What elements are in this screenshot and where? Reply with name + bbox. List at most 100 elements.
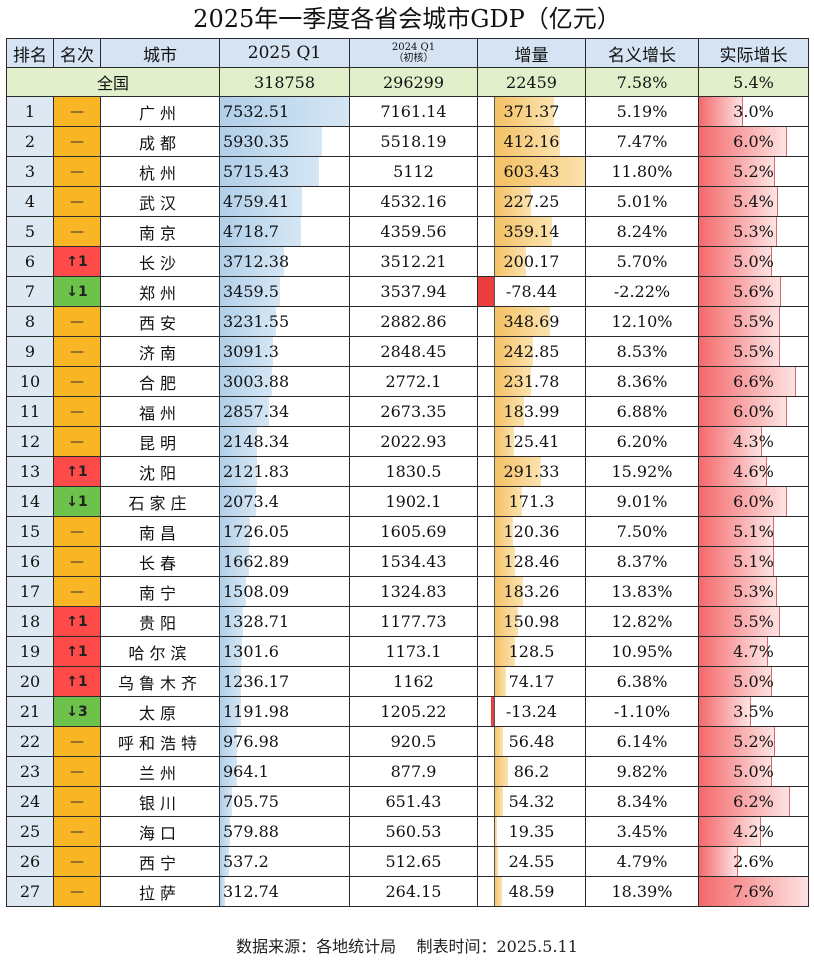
gdp-2025-bar <box>220 157 319 186</box>
nominal-growth-cell: 8.34% <box>585 786 699 817</box>
gdp-2024-cell-text: 1205.22 <box>380 702 447 721</box>
rank-change-badge: — <box>53 546 101 577</box>
increase-bar <box>494 517 514 546</box>
gdp-2024-cell-text: 2882.86 <box>380 312 447 331</box>
rank-change-badge-text: — <box>70 343 84 360</box>
city-name: 昆明 <box>100 426 220 457</box>
city-name: 南京 <box>100 216 220 247</box>
increase-bar <box>494 607 519 636</box>
nominal-growth-cell: 11.80% <box>585 156 699 187</box>
rank-change-badge-text: — <box>70 523 84 540</box>
rank-change-badge: — <box>53 426 101 457</box>
increase-cell: 227.25 <box>477 186 586 217</box>
city-name-text: 石家庄 <box>128 493 192 513</box>
city-name-text: 济南 <box>138 343 181 363</box>
rank-cell-text: 4 <box>24 192 36 211</box>
nominal-growth-cell: 5.19% <box>585 96 699 127</box>
nominal-growth-cell: 12.10% <box>585 306 699 337</box>
increase-cell: 128.5 <box>477 636 586 667</box>
gdp-2024-cell: 4532.16 <box>349 186 478 217</box>
gdp-2025-bar <box>220 277 280 306</box>
table-row: 12 — 昆明 2148.34 2022.93 125.41 6.20% 4.3% <box>6 426 809 457</box>
nominal-growth-cell-text: 4.79% <box>616 852 668 871</box>
real-growth-bar <box>699 127 787 156</box>
real-growth-cell-text: 4.7% <box>733 642 774 661</box>
real-growth-bar <box>699 427 763 456</box>
real-growth-bar <box>699 487 787 516</box>
gdp-2024-cell-text: 2022.93 <box>380 432 447 451</box>
nominal-growth-cell: 8.24% <box>585 216 699 247</box>
real-growth-cell: 6.6% <box>698 366 809 397</box>
real-growth-cell-text: 5.0% <box>733 672 774 691</box>
increase-bar <box>494 637 515 666</box>
real-growth-bar <box>699 697 751 726</box>
rank-cell-text: 24 <box>19 792 41 811</box>
rank-change-badge-text: — <box>70 373 84 390</box>
increase-bar <box>494 667 506 696</box>
real-growth-cell-text: 5.2% <box>733 732 774 751</box>
nominal-growth-cell: 3.45% <box>585 816 699 847</box>
gdp-2024-cell-text: 877.9 <box>390 762 437 781</box>
gdp-2024-cell: 651.43 <box>349 786 478 817</box>
increase-bar <box>494 457 541 486</box>
city-name: 郑州 <box>100 276 220 307</box>
gdp-2025-cell-text: 3459.5 <box>223 282 279 301</box>
real-growth-cell: 6.0% <box>698 396 809 427</box>
gdp-2024-cell-text: 3537.94 <box>380 282 447 301</box>
table-row: 7 ↓1 郑州 3459.5 3537.94 -78.44 -2.22% 5.6% <box>6 276 809 307</box>
gdp-2024-cell-text: 512.65 <box>385 852 442 871</box>
gdp-2025-bar <box>220 487 256 516</box>
increase-bar <box>494 817 498 846</box>
real-growth-cell-text: 5.5% <box>733 312 774 331</box>
rank-cell: 2 <box>6 126 54 157</box>
gdp-2025-bar <box>220 577 247 606</box>
rank-cell: 9 <box>6 336 54 367</box>
increase-bar <box>494 757 508 786</box>
rank-cell-text: 13 <box>19 462 41 481</box>
city-name: 兰州 <box>100 756 220 787</box>
increase-cell: 348.69 <box>477 306 586 337</box>
gdp-2024-cell-text: 3512.21 <box>380 252 447 271</box>
rank-change-badge-text: ↓1 <box>66 493 88 510</box>
increase-bar <box>491 697 494 726</box>
rank-change-badge-text: — <box>70 583 84 600</box>
gdp-2025-cell-text: 5930.35 <box>223 132 290 151</box>
increase-zero-line <box>494 157 495 186</box>
increase-cell-text: 371.37 <box>503 102 560 121</box>
rank-change-badge: — <box>53 186 101 217</box>
increase-cell-text: 412.16 <box>503 132 560 151</box>
rank-cell: 17 <box>6 576 54 607</box>
nominal-growth-cell-text: 8.37% <box>616 552 668 571</box>
city-name-text: 郑州 <box>138 283 181 303</box>
city-name: 南宁 <box>100 576 220 607</box>
header-rank-change: 名次 <box>53 38 101 68</box>
gdp-2025-bar <box>220 337 274 366</box>
gdp-2025-cell-text: 1726.05 <box>223 522 290 541</box>
rank-cell-text: 18 <box>19 612 41 631</box>
rank-change-badge: — <box>53 786 101 817</box>
gdp-2024-cell-text: 2848.45 <box>380 342 447 361</box>
city-name-text: 贵阳 <box>138 613 181 633</box>
real-growth-cell-text: 5.0% <box>733 762 774 781</box>
nominal-growth-cell-text: -2.22% <box>613 282 671 301</box>
gdp-2024-cell: 1177.73 <box>349 606 478 637</box>
rank-change-badge: — <box>53 216 101 247</box>
rank-cell-text: 8 <box>24 312 36 331</box>
gdp-2024-cell: 877.9 <box>349 756 478 787</box>
increase-cell-text: -13.24 <box>505 702 558 721</box>
real-growth-bar <box>699 637 769 666</box>
rank-change-badge: — <box>53 336 101 367</box>
city-name: 福州 <box>100 396 220 427</box>
gdp-2024-cell: 7161.14 <box>349 96 478 127</box>
gdp-2025-cell: 3231.55 <box>219 306 350 337</box>
nominal-growth-cell-text: 11.80% <box>611 162 673 181</box>
rank-cell: 24 <box>6 786 54 817</box>
increase-cell: 603.43 <box>477 156 586 187</box>
real-growth-cell: 5.5% <box>698 336 809 367</box>
increase-zero-line <box>494 787 495 816</box>
nominal-growth-cell: 9.01% <box>585 486 699 517</box>
gdp-2025-cell: 1301.6 <box>219 636 350 667</box>
rank-change-badge-text: — <box>70 223 84 240</box>
nominal-growth-cell: -2.22% <box>585 276 699 307</box>
city-name: 武汉 <box>100 186 220 217</box>
